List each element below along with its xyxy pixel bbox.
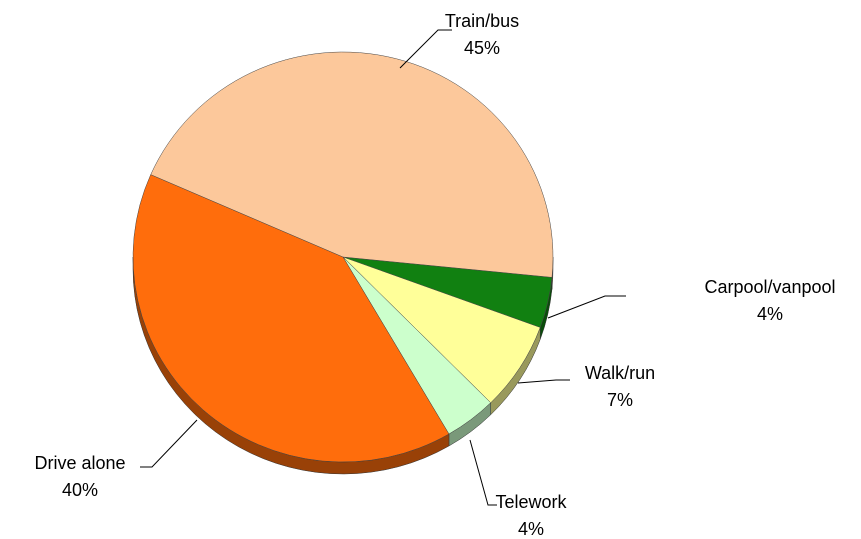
slice-label: Walk/run <box>585 363 655 383</box>
slice-label: Drive alone <box>34 453 125 473</box>
slice-value-label: 7% <box>607 390 633 410</box>
slice-value-label: 4% <box>757 304 783 324</box>
leader-line <box>547 295 626 319</box>
slice-value-label: 4% <box>518 519 544 539</box>
slice-value-label: 40% <box>62 480 98 500</box>
slice-label: Train/bus <box>445 11 519 31</box>
leader-line <box>140 419 198 468</box>
slice-label: Carpool/vanpool <box>704 277 835 297</box>
leader-line <box>399 29 452 69</box>
leader-line <box>517 379 570 384</box>
slice <box>150 51 554 278</box>
leader-line <box>469 439 497 506</box>
slice <box>132 174 450 463</box>
slice-label: Telework <box>495 492 567 512</box>
slice-value-label: 45% <box>464 38 500 58</box>
